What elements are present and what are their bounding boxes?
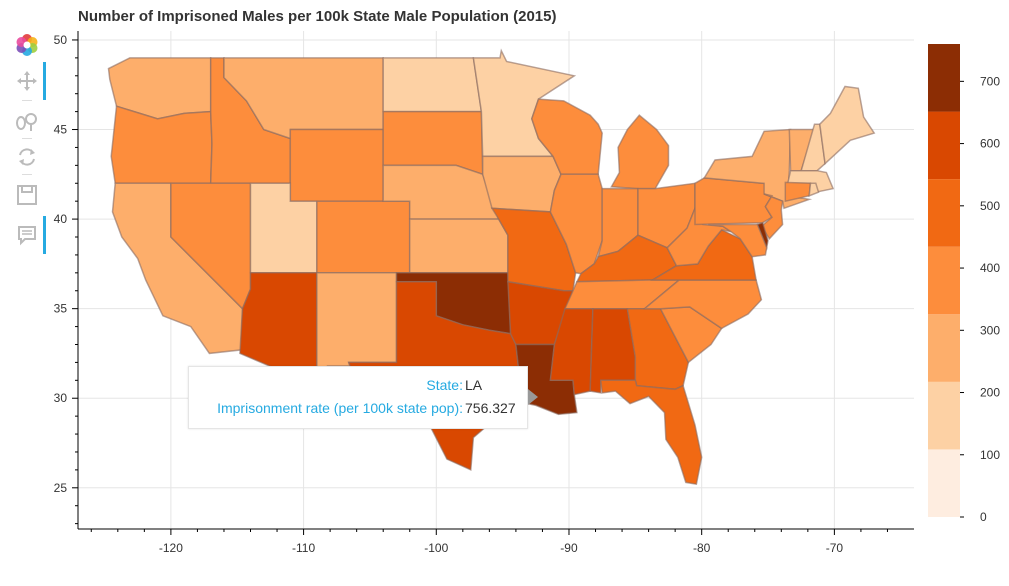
y-tick-label: 35 [54,302,68,316]
y-tick-label: 50 [54,33,68,47]
colorbar-tick-label: 300 [980,323,1000,337]
tooltip-rate-label: Imprisonment rate (per 100k state pop): [217,400,463,416]
colorbar-bin [928,314,960,382]
wheel-zoom-icon[interactable] [14,108,40,134]
y-tick-label: 40 [54,212,68,226]
toolbar-divider [22,138,32,139]
x-tick-label: -120 [159,541,183,555]
x-tick-label: -70 [826,541,844,555]
state-wy[interactable] [289,128,384,202]
pan-icon[interactable] [14,68,40,94]
colorbar-bin [928,111,960,180]
state-ks[interactable] [408,218,509,274]
tooltip-state-value: LA [465,377,483,393]
state-md[interactable] [708,223,768,258]
pan-active-indicator [43,62,46,100]
toolbar-divider [22,174,32,175]
state-ia[interactable] [481,155,562,213]
state-fl[interactable] [599,379,703,486]
colorbar-tick-label: 100 [980,448,1000,462]
x-tick-label: -80 [693,541,711,555]
y-tick-label: 45 [54,123,68,137]
hover-tooltip: State: LA Imprisonment rate (per 100k st… [188,366,538,429]
colorbar-tick-label: 500 [980,199,1000,213]
state-co[interactable] [316,200,411,274]
colorbar-tick-label: 600 [980,137,1000,151]
state-ms[interactable] [549,307,594,396]
tooltip-state-label: State: [426,377,463,393]
state-nm[interactable] [316,272,398,376]
state-or[interactable] [110,105,213,185]
colorbar-bin [928,449,960,517]
state-ri[interactable] [808,182,820,197]
state-pa[interactable] [694,177,774,226]
colorbar-tick-label: 0 [980,510,987,524]
colorbar-tick-label: 700 [980,74,1000,88]
chart-title: Number of Imprisoned Males per 100k Stat… [78,8,557,25]
colorbar-bin [928,44,960,112]
colorbar-bin [928,381,960,450]
y-tick-label: 25 [54,481,68,495]
state-az[interactable] [239,272,318,376]
color-bar: 700 600 500 400 300 200 100 0 [928,44,1000,524]
state-nd[interactable] [382,57,483,113]
toolbar-divider [22,100,32,101]
colorbar-tick-label: 200 [980,386,1000,400]
colorbar-tick-label: 400 [980,261,1000,275]
colorbar-bin [928,179,960,247]
toolbar [10,30,50,260]
reset-icon[interactable] [14,144,40,170]
y-tick-label: 30 [54,391,68,405]
axes: -120 -110 -100 -90 -80 -70 50 45 40 35 30 25 [54,31,914,555]
bokeh-logo-icon[interactable] [14,32,40,58]
state-me[interactable] [819,85,876,166]
state-mi[interactable] [610,114,670,190]
tooltip-rate-value: 756.327 [465,400,516,416]
x-tick-label: -110 [292,541,315,555]
tooltip-pointer [528,389,538,405]
colorbar-bin [928,246,960,315]
save-icon[interactable] [14,182,40,208]
x-tick-label: -90 [560,541,578,555]
x-tick-label: -100 [424,541,448,555]
hover-icon[interactable] [14,222,40,248]
state-nh[interactable] [800,123,826,172]
hover-active-indicator [43,216,46,254]
